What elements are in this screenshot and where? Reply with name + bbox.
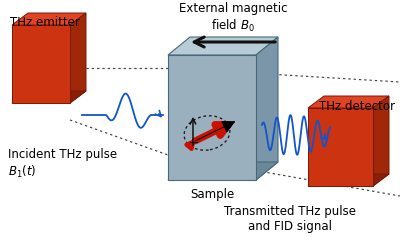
Polygon shape [308,174,389,186]
Polygon shape [168,162,278,180]
Polygon shape [70,13,86,103]
Polygon shape [308,108,373,186]
Polygon shape [373,96,389,186]
Polygon shape [168,55,256,180]
Text: Transmitted THz pulse
and FID signal: Transmitted THz pulse and FID signal [224,205,356,233]
Polygon shape [12,91,86,103]
Polygon shape [308,96,389,108]
Text: Sample: Sample [190,188,234,201]
Polygon shape [12,25,70,103]
Text: THz emitter: THz emitter [10,16,80,29]
Text: THz detector: THz detector [319,100,395,113]
Polygon shape [12,13,86,25]
Polygon shape [256,37,278,180]
Text: External magnetic
field $B_0$: External magnetic field $B_0$ [179,2,287,34]
Text: Incident THz pulse
$B_1(t)$: Incident THz pulse $B_1(t)$ [8,148,117,179]
Polygon shape [168,37,278,55]
